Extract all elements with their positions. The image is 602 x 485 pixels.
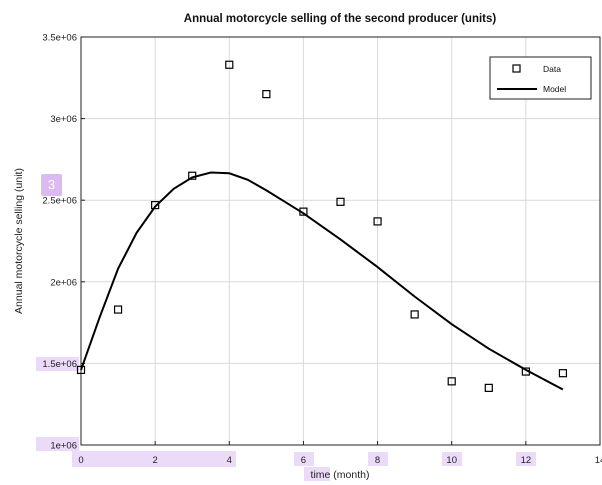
y-axis-label: Annual motorcycle selling (unit) [13,168,25,314]
data-point-marker [558,369,568,378]
y-tick-label: 2e+06 [50,277,77,288]
data-point-marker [410,310,419,319]
legend-model-label: Model [543,84,566,94]
x-tick-label: 6 [301,455,306,466]
data-point-marker [262,90,271,99]
data-point-marker [113,305,123,314]
highlight-y-tick-1.5e6 [36,357,79,371]
annotation-badge: 3 [41,174,62,196]
x-axis-ticks: 0 2 4 6 8 10 12 14 [78,441,602,466]
highlight-xlabel-time [304,467,330,481]
y-tick-label: 3.5e+06 [42,33,77,44]
data-point-marker [484,383,493,392]
data-point-marker [225,60,234,69]
plot-area-frame [80,36,601,446]
x-tick-label: 2 [152,455,157,466]
data-point-marker [373,217,382,226]
highlight-x-ticks-left [72,451,169,467]
y-tick-label: 1.5e+06 [42,359,77,370]
data-point-marker [151,200,160,210]
legend-data-marker [512,64,521,73]
x-tick-label: 4 [227,455,232,466]
x-axis-label-main: time [311,469,331,481]
y-tick-label: 2.5e+06 [42,196,77,207]
data-point-marker [521,367,530,376]
highlight-x-tick-12 [516,452,536,466]
data-point-marker [76,365,86,375]
x-tick-label: 0 [78,455,83,466]
legend-box [489,56,592,100]
x-tick-label: 10 [446,455,457,466]
chart-title: Annual motorcycle selling of the second … [184,13,497,25]
highlight-y-tick-1e6 [36,437,79,451]
x-tick-label: 8 [375,455,380,466]
highlight-x-tick-8 [368,452,388,466]
x-axis-label: time (month) [311,469,370,481]
x-tick-label: 12 [521,455,532,466]
x-tick-label: 14 [595,455,602,466]
y-axis-ticks: 1e+06 1.5e+06 2e+06 2.5e+06 3e+06 3.5e+06 [42,33,85,452]
legend: Data Model [489,56,592,100]
data-point-marker [299,207,308,216]
legend-data-label: Data [543,64,561,74]
highlight-x-tick-6 [294,452,314,466]
x-axis-label-unit: (month) [330,469,369,481]
y-tick-label: 3e+06 [50,114,77,125]
model-curve [80,171,564,391]
highlight-x-tick-10 [442,452,462,466]
data-markers [76,60,568,392]
y-tick-label: 1e+06 [50,441,77,452]
data-point-marker [336,197,345,206]
highlight-x-ticks-mid [169,451,236,467]
data-point-marker [188,171,197,180]
data-point-marker [447,377,456,386]
highlight-overlays [36,357,536,481]
